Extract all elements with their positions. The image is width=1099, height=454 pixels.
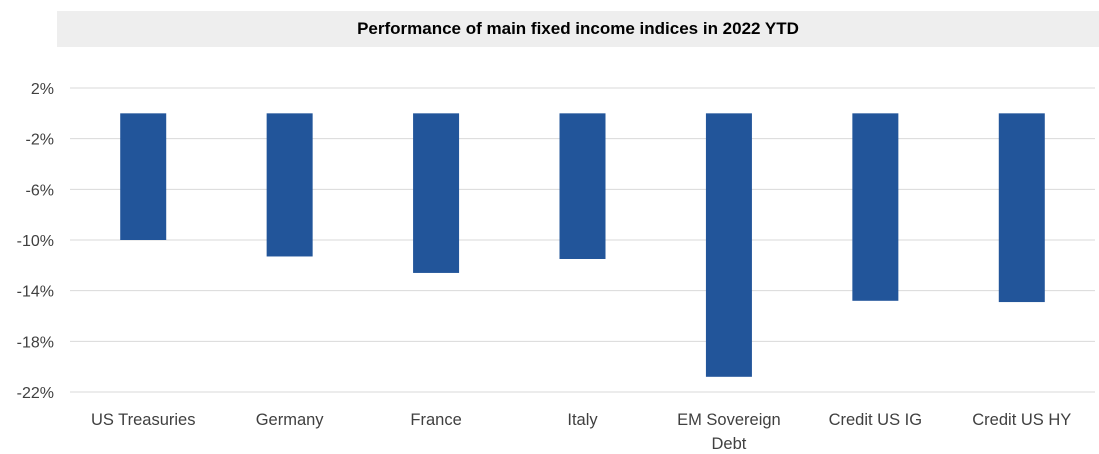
y-tick-label: -6% [26, 182, 54, 199]
y-tick-label: -2% [26, 132, 54, 149]
y-tick-label: -14% [17, 284, 54, 301]
x-category-label: EM Sovereign [677, 411, 781, 429]
bar [266, 113, 313, 257]
y-tick-label: 2% [31, 81, 54, 98]
x-category-label: Italy [567, 411, 598, 429]
bar [559, 113, 606, 259]
y-tick-label: -10% [17, 233, 54, 250]
bar [120, 113, 167, 240]
chart-title: Performance of main fixed income indices… [357, 19, 799, 38]
bar [852, 113, 899, 301]
y-tick-label: -18% [17, 334, 54, 351]
x-category-label: Germany [256, 411, 325, 429]
x-category-label: Credit US HY [972, 411, 1071, 429]
chart-title-band: Performance of main fixed income indices… [57, 11, 1099, 47]
x-category-label: France [410, 411, 461, 429]
bar [705, 113, 752, 377]
bar [413, 113, 460, 273]
x-category-label: Debt [711, 435, 746, 453]
bar [998, 113, 1045, 303]
y-tick-label: -22% [17, 385, 54, 402]
x-category-label: Credit US IG [829, 411, 923, 429]
x-category-label: US Treasuries [91, 411, 196, 429]
